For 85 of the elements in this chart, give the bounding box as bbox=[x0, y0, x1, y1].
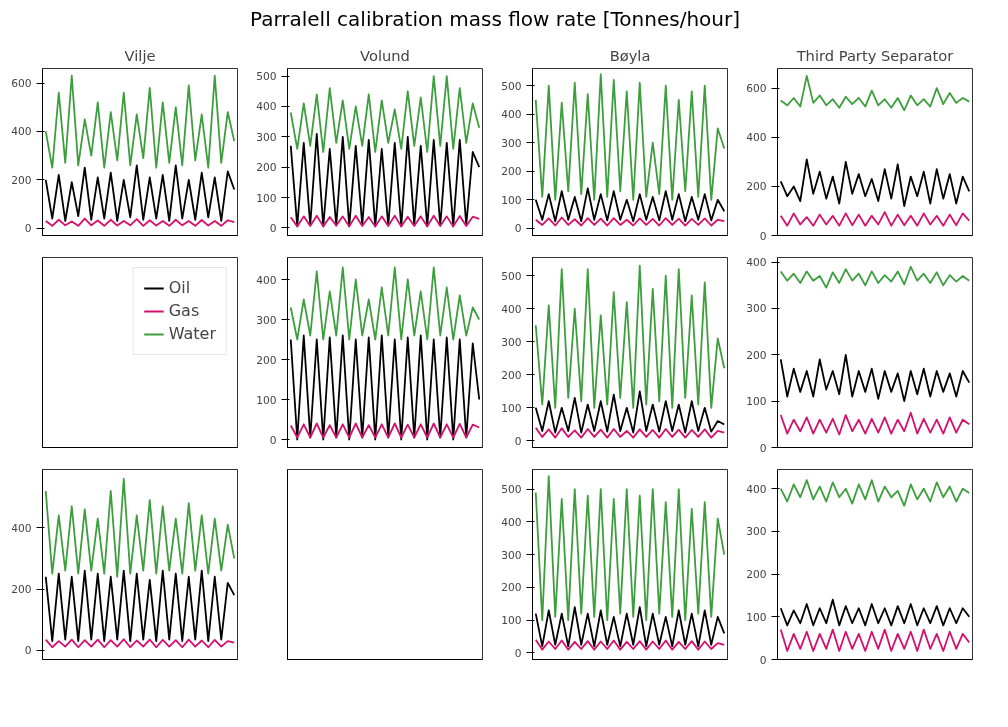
y-tick-label: 200 bbox=[11, 582, 32, 596]
y-tick-label: 100 bbox=[501, 613, 522, 627]
y-tick-label: 200 bbox=[501, 164, 522, 178]
line-series bbox=[289, 422, 481, 438]
y-tick-label: 300 bbox=[746, 524, 767, 538]
line-series bbox=[534, 264, 726, 409]
y-tick-label: 400 bbox=[11, 521, 32, 535]
chart-title: Bøyla bbox=[609, 46, 651, 64]
y-tick-label: 500 bbox=[501, 79, 522, 93]
legend-label: Oil bbox=[168, 278, 191, 298]
y-tick-label: 0 bbox=[759, 441, 767, 455]
y-tick-label: 200 bbox=[11, 173, 32, 187]
line-series bbox=[534, 638, 726, 651]
y-tick-label: 0 bbox=[269, 433, 277, 447]
y-tick-label: 400 bbox=[746, 130, 767, 144]
y-tick-label: 0 bbox=[514, 646, 522, 660]
y-tick-label: 0 bbox=[24, 221, 32, 235]
y-tick-label: 400 bbox=[256, 273, 277, 287]
y-tick-label: 400 bbox=[11, 124, 32, 138]
y-tick-label: 500 bbox=[256, 69, 277, 83]
line-series bbox=[779, 353, 971, 402]
y-tick-label: 0 bbox=[759, 653, 767, 667]
y-tick-label: 300 bbox=[256, 130, 277, 144]
chart-title: Volund bbox=[360, 46, 410, 64]
y-tick-label: 500 bbox=[501, 269, 522, 283]
y-tick-label: 100 bbox=[746, 394, 767, 408]
line-series bbox=[44, 74, 236, 169]
y-tick-label: 600 bbox=[11, 76, 32, 90]
line-series bbox=[44, 477, 236, 578]
y-tick-label: 200 bbox=[746, 179, 767, 193]
line-series bbox=[534, 216, 726, 226]
line-series bbox=[779, 628, 971, 652]
y-tick-label: 200 bbox=[746, 567, 767, 581]
y-tick-label: 0 bbox=[759, 229, 767, 243]
legend-label: Gas bbox=[168, 301, 200, 321]
legend-label: Water bbox=[168, 324, 216, 344]
y-tick-label: 100 bbox=[746, 610, 767, 624]
line-series bbox=[779, 265, 971, 289]
line-series bbox=[534, 426, 726, 439]
line-series bbox=[779, 210, 971, 227]
line-series bbox=[534, 72, 726, 201]
y-tick-label: 300 bbox=[501, 136, 522, 150]
y-tick-label: 400 bbox=[746, 482, 767, 496]
line-series bbox=[779, 478, 971, 507]
line-series bbox=[44, 163, 236, 222]
line-series bbox=[534, 389, 726, 434]
line-series bbox=[779, 411, 971, 435]
y-tick-label: 300 bbox=[256, 313, 277, 327]
line-series bbox=[779, 598, 971, 626]
y-tick-label: 100 bbox=[256, 393, 277, 407]
y-tick-label: 300 bbox=[501, 335, 522, 349]
line-series bbox=[779, 158, 971, 207]
chart-title: Third Party Separator bbox=[795, 46, 955, 64]
line-series bbox=[44, 637, 236, 648]
y-tick-label: 200 bbox=[746, 348, 767, 362]
chart-title: Vilje bbox=[124, 46, 156, 64]
y-tick-label: 100 bbox=[501, 193, 522, 207]
y-tick-label: 400 bbox=[501, 107, 522, 121]
y-tick-label: 400 bbox=[501, 302, 522, 316]
line-series bbox=[779, 74, 971, 111]
y-tick-label: 300 bbox=[746, 302, 767, 316]
y-tick-label: 0 bbox=[514, 434, 522, 448]
line-series bbox=[44, 217, 236, 227]
line-series bbox=[289, 266, 481, 340]
line-series bbox=[289, 132, 481, 227]
text: Parralell calibration mass flow rate [Tonnes/hour] bbox=[249, 6, 741, 33]
y-tick-label: 200 bbox=[256, 160, 277, 174]
y-tick-label: 500 bbox=[501, 482, 522, 496]
y-tick-label: 400 bbox=[746, 255, 767, 269]
y-tick-label: 0 bbox=[24, 643, 32, 657]
y-tick-label: 100 bbox=[501, 401, 522, 415]
y-tick-label: 200 bbox=[501, 580, 522, 594]
y-tick-label: 200 bbox=[256, 353, 277, 367]
y-tick-label: 400 bbox=[501, 515, 522, 529]
y-tick-label: 300 bbox=[501, 548, 522, 562]
line-series bbox=[289, 74, 481, 153]
y-tick-label: 100 bbox=[256, 191, 277, 205]
y-tick-label: 600 bbox=[746, 81, 767, 95]
line-series bbox=[534, 474, 726, 621]
y-tick-label: 0 bbox=[269, 221, 277, 235]
y-tick-label: 400 bbox=[256, 100, 277, 114]
line-series bbox=[534, 187, 726, 222]
y-tick-label: 0 bbox=[514, 221, 522, 235]
y-tick-label: 200 bbox=[501, 368, 522, 382]
line-series bbox=[289, 214, 481, 227]
